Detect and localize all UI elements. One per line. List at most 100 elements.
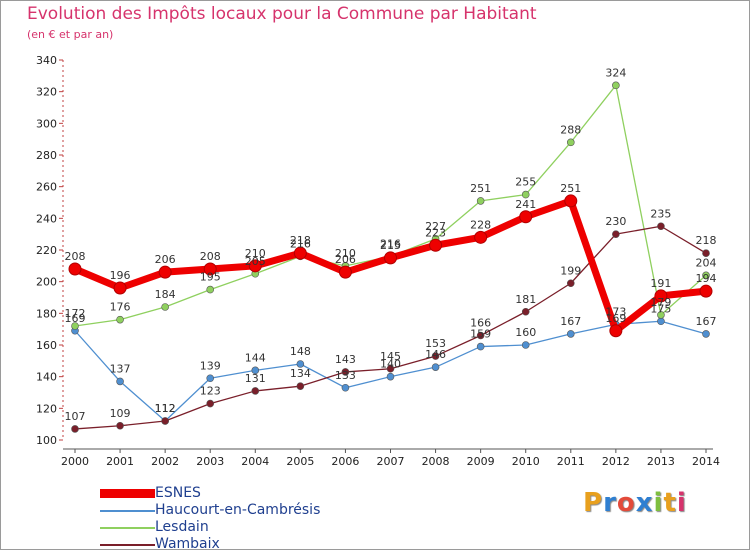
legend-swatch-lesdain [100,527,155,529]
data-label-wambaix: 134 [290,367,311,380]
data-label-esnes: 241 [515,198,536,211]
data-point-esnes [519,210,533,224]
data-label-lesdain: 205 [245,255,266,268]
data-label-esnes: 191 [650,277,671,290]
data-point-esnes [158,265,172,279]
data-label-wambaix: 166 [470,317,491,330]
logo-letter: o [616,488,636,518]
chart-title: Evolution des Impôts locaux pour la Comm… [27,4,537,24]
data-label-wambaix: 181 [515,293,536,306]
data-label-lesdain: 288 [560,123,581,136]
data-point-esnes [609,324,623,338]
x-tick-label: 2004 [241,455,269,468]
y-tick-label: 160 [36,339,57,352]
data-label-esnes: 206 [335,253,356,266]
data-label-wambaix: 112 [155,402,176,415]
data-label-esnes: 251 [560,182,581,195]
data-label-wambaix: 131 [245,372,266,385]
data-point-wambaix [521,307,530,316]
data-point-haucourt-en-cambr-sis [251,366,260,375]
logo-letter: t [663,488,677,518]
data-point-haucourt-en-cambr-sis [386,372,395,381]
data-point-esnes [338,265,352,279]
x-tick-label: 2001 [106,455,134,468]
data-point-lesdain [476,197,485,205]
data-point-lesdain [116,315,124,324]
data-label-haucourt-en-cambr-sis: 139 [200,359,221,372]
data-point-lesdain [206,285,215,294]
data-label-haucourt-en-cambr-sis: 146 [425,348,446,361]
x-tick-label: 2010 [512,455,540,468]
data-label-wambaix: 230 [605,215,626,228]
data-label-wambaix: 107 [65,410,86,423]
chart-subtitle: (en € et par an) [27,28,114,41]
y-tick-label: 240 [36,212,57,225]
x-tick-label: 2009 [467,455,495,468]
data-point-esnes [203,262,217,276]
data-label-lesdain: 195 [200,271,221,284]
data-label-lesdain: 255 [515,176,536,189]
data-label-esnes: 206 [155,253,176,266]
data-point-esnes [474,230,488,244]
legend-label-lesdain: Lesdain [155,519,209,535]
data-label-haucourt-en-cambr-sis: 173 [605,305,626,318]
data-label-haucourt-en-cambr-sis: 140 [380,358,401,371]
data-point-lesdain [702,271,710,280]
data-point-lesdain [657,311,665,319]
data-point-haucourt-en-cambr-sis [296,360,305,368]
data-point-wambaix [657,222,665,231]
y-tick-label: 180 [36,307,57,320]
logo-letter: i [676,488,687,518]
x-tick-label: 2014 [692,455,720,468]
y-tick-label: 340 [36,54,57,67]
data-label-wambaix: 109 [110,407,131,420]
data-point-wambaix [431,352,440,360]
data-label-haucourt-en-cambr-sis: 137 [110,362,131,375]
data-label-lesdain: 184 [155,288,176,301]
data-label-haucourt-en-cambr-sis: 133 [335,369,356,382]
data-label-esnes: 218 [290,234,311,247]
y-tick-label: 260 [36,181,57,194]
y-tick-label: 300 [36,117,57,130]
data-label-wambaix: 199 [560,264,581,277]
x-tick-label: 2000 [61,455,89,468]
legend-swatch-esnes [100,489,155,498]
data-point-haucourt-en-cambr-sis [521,341,530,349]
data-label-esnes: 223 [425,226,446,239]
data-point-esnes [113,281,127,295]
data-point-esnes [654,289,668,303]
y-tick-label: 140 [36,371,57,384]
data-label-lesdain: 251 [470,182,491,195]
data-label-lesdain: 210 [335,247,356,260]
data-point-esnes [564,194,578,208]
data-point-wambaix [116,421,124,430]
data-point-wambaix [476,331,485,340]
data-point-wambaix [612,230,620,238]
data-point-wambaix [566,279,575,288]
data-label-esnes: 210 [245,247,266,260]
data-label-lesdain: 227 [425,220,446,233]
data-point-wambaix [702,249,710,257]
data-point-haucourt-en-cambr-sis [116,377,124,386]
data-point-haucourt-en-cambr-sis [431,363,440,371]
logo-letter: i [653,488,664,518]
x-tick-label: 2008 [422,455,450,468]
data-point-haucourt-en-cambr-sis [206,374,215,383]
data-label-esnes: 169 [605,312,626,325]
y-tick-label: 200 [36,276,57,289]
x-tick-label: 2011 [557,455,585,468]
data-label-haucourt-en-cambr-sis: 169 [65,312,86,325]
data-label-lesdain: 179 [650,296,671,309]
data-point-wambaix [386,364,395,373]
data-label-wambaix: 143 [335,353,356,366]
logo-letter: P [583,488,604,518]
data-point-haucourt-en-cambr-sis [657,317,665,326]
x-tick-label: 2002 [151,455,179,468]
data-label-esnes: 194 [696,272,717,285]
data-label-lesdain: 176 [110,301,131,314]
data-point-wambaix [161,417,169,425]
data-label-esnes: 228 [470,218,491,231]
data-label-esnes: 208 [200,250,221,263]
legend-label-wambaix: Wambaix [155,536,220,552]
legend-swatch-haucourt [100,510,155,512]
